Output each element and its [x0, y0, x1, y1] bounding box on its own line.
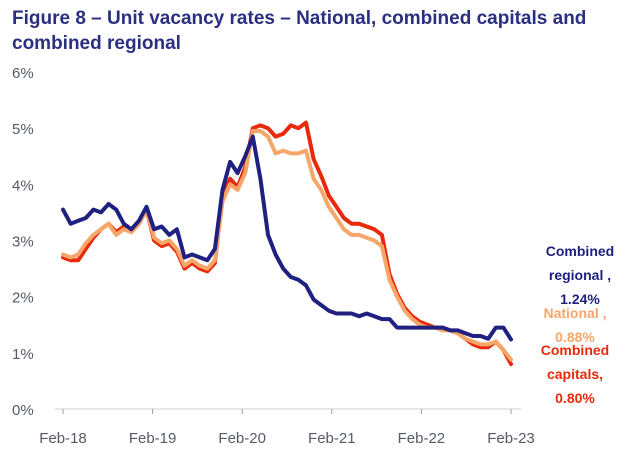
- series-label: 0.88%: [555, 329, 595, 345]
- x-tick-label: Feb-23: [487, 430, 535, 447]
- x-tick-label: Feb-20: [218, 430, 266, 447]
- y-tick-label: 4%: [12, 177, 34, 194]
- national-line: [61, 129, 513, 362]
- series-label: 0.80%: [555, 390, 595, 406]
- series-label: National ,: [543, 305, 606, 321]
- y-tick-label: 1%: [12, 346, 34, 363]
- y-tick-label: 6%: [12, 65, 34, 82]
- y-tick-label: 5%: [12, 121, 34, 138]
- series-label: 1.24%: [560, 291, 600, 307]
- series-label: Combined: [546, 243, 614, 259]
- y-tick-label: 2%: [12, 290, 34, 307]
- y-tick-label: 0%: [12, 402, 34, 419]
- x-tick-label: Feb-18: [39, 430, 87, 447]
- series-label: Combined: [541, 342, 609, 358]
- chart-title: Figure 8 – Unit vacancy rates – National…: [12, 8, 587, 54]
- x-tick-label: Feb-19: [129, 430, 177, 447]
- y-tick-label: 3%: [12, 234, 34, 251]
- combined-regional-line: [61, 134, 513, 342]
- x-tick-label: Feb-22: [398, 430, 446, 447]
- series-label: regional ,: [549, 267, 611, 283]
- series-label: capitals,: [547, 366, 603, 382]
- x-tick-label: Feb-21: [308, 430, 356, 447]
